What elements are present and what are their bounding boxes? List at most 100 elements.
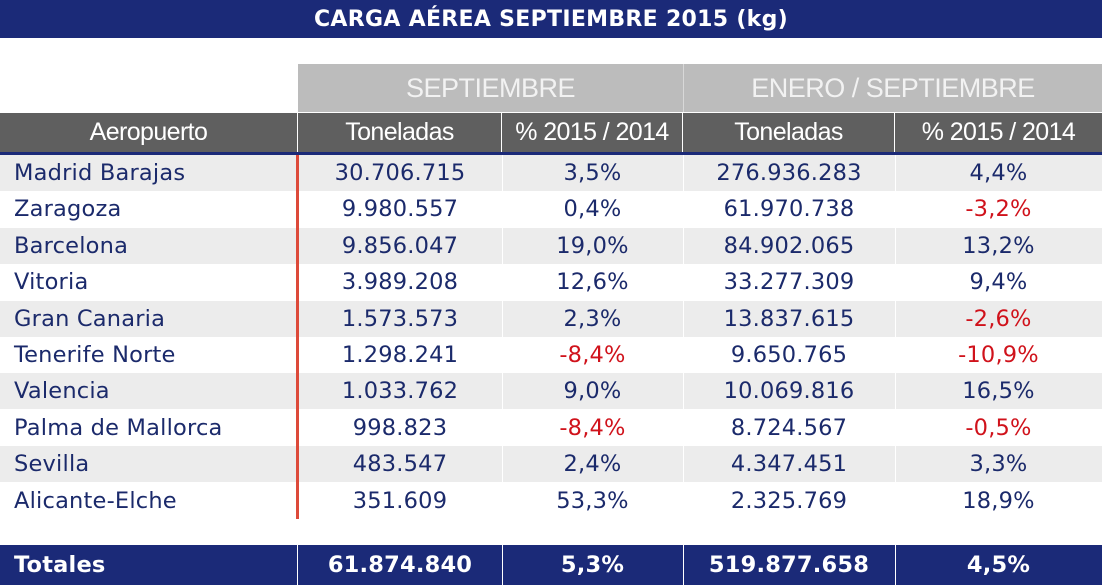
col-header-ytd-tons: Toneladas xyxy=(683,113,894,152)
cell-ytd-pct: 3,3% xyxy=(969,451,1028,478)
cell-ytd-pct: 18,9% xyxy=(962,487,1035,514)
cell-sep-pct: -8,4% xyxy=(559,414,626,441)
cell-sep-pct: 2,3% xyxy=(563,305,622,332)
cell-divider xyxy=(502,264,503,301)
table-row: Tenerife Norte 1.298.241 -8,4% 9.650.765 -10… xyxy=(0,337,1102,373)
cell-ytd-pct: -10,9% xyxy=(958,342,1039,368)
cell-divider xyxy=(683,409,684,446)
cell-ytd-pct: 4,4% xyxy=(969,160,1028,186)
totals-label: Totales xyxy=(14,552,106,578)
cell-ytd-tons: 276.936.283 xyxy=(716,160,862,186)
totals-ytd-pct: 4,5% xyxy=(966,552,1031,578)
cell-airport: Zaragoza xyxy=(14,196,122,223)
table-row: Palma de Mallorca 998.823 -8,4% 8.724.567 -0… xyxy=(0,409,1102,446)
cell-sep-tons: 1.298.241 xyxy=(341,342,459,368)
table-row: Vitoria 3.989.208 12,6% 33.277.309 9,4% xyxy=(0,264,1102,301)
cell-divider xyxy=(895,482,896,519)
cell-ytd-tons: 33.277.309 xyxy=(723,269,855,296)
cell-airport: Tenerife Norte xyxy=(14,342,176,368)
cell-divider xyxy=(683,191,684,228)
cell-divider xyxy=(502,227,503,264)
cell-ytd-pct: 13,2% xyxy=(962,232,1035,259)
cell-sep-pct: 53,3% xyxy=(556,487,629,514)
cell-divider xyxy=(502,155,503,191)
col-header-ytd-pct: % 2015 / 2014 xyxy=(895,113,1102,152)
col-header-month-pct: % 2015 / 2014 xyxy=(502,113,682,152)
cell-ytd-tons: 4.347.451 xyxy=(730,451,848,478)
table-row: Zaragoza 9.980.557 0,4% 61.970.738 -3,2% xyxy=(0,191,1102,228)
column-divider xyxy=(296,155,299,519)
cell-ytd-tons: 13.837.615 xyxy=(723,305,855,332)
table-title: CARGA AÉREA SEPTIEMBRE 2015 (kg) xyxy=(0,0,1102,38)
table-row: Madrid Barajas 30.706.715 3,5% 276.936.283 4… xyxy=(0,155,1102,191)
group-divider xyxy=(683,64,684,112)
cell-airport: Palma de Mallorca xyxy=(14,414,223,441)
cell-divider xyxy=(683,227,684,264)
cell-ytd-tons: 8.724.567 xyxy=(730,414,848,441)
cell-divider xyxy=(683,155,684,191)
group-header-ytd: ENERO / SEPTIEMBRE xyxy=(684,64,1102,112)
totals-month-tons: 61.874.840 xyxy=(327,552,473,578)
cell-sep-pct: 12,6% xyxy=(556,269,629,296)
col-header-month-tons: Toneladas xyxy=(298,113,501,152)
cell-sep-tons: 3.989.208 xyxy=(341,269,459,296)
cell-divider xyxy=(683,300,684,337)
cell-ytd-pct: -2,6% xyxy=(965,305,1032,332)
cell-airport: Sevilla xyxy=(14,451,90,478)
table-row: Sevilla 483.547 2,4% 4.347.451 3,3% xyxy=(0,446,1102,483)
cell-divider xyxy=(895,264,896,301)
cell-ytd-tons: 10.069.816 xyxy=(723,378,855,405)
cell-ytd-tons: 9.650.765 xyxy=(730,342,848,368)
cell-ytd-pct: -3,2% xyxy=(965,196,1032,223)
cell-airport: Madrid Barajas xyxy=(14,160,186,186)
cell-sep-pct: 3,5% xyxy=(563,160,622,186)
cell-airport: Gran Canaria xyxy=(14,305,166,332)
cell-divider xyxy=(502,191,503,228)
cell-divider xyxy=(895,409,896,446)
cell-divider xyxy=(502,446,503,483)
totals-divider xyxy=(502,545,503,585)
totals-ytd-tons: 519.877.658 xyxy=(708,552,870,578)
cell-divider xyxy=(502,409,503,446)
table-row: Barcelona 9.856.047 19,0% 84.902.065 13,2% xyxy=(0,227,1102,264)
cell-divider xyxy=(895,300,896,337)
cell-airport: Alicante-Elche xyxy=(14,487,177,514)
cell-divider xyxy=(683,446,684,483)
cell-ytd-pct: -0,5% xyxy=(965,414,1032,441)
cell-divider xyxy=(895,373,896,410)
cell-divider xyxy=(895,155,896,191)
totals-divider xyxy=(297,545,298,585)
cell-airport: Valencia xyxy=(14,378,110,405)
cell-sep-pct: 9,0% xyxy=(563,378,622,405)
cell-sep-pct: -8,4% xyxy=(559,342,626,368)
cell-sep-tons: 1.573.573 xyxy=(341,305,459,332)
cell-ytd-tons: 61.970.738 xyxy=(723,196,855,223)
cell-sep-tons: 351.609 xyxy=(352,487,448,514)
cell-divider xyxy=(683,373,684,410)
cell-divider xyxy=(502,300,503,337)
cell-sep-tons: 1.033.762 xyxy=(341,378,459,405)
cell-divider xyxy=(683,482,684,519)
cell-sep-tons: 9.980.557 xyxy=(341,196,459,223)
cell-divider xyxy=(502,337,503,373)
cell-divider xyxy=(895,191,896,228)
totals-month-pct: 5,3% xyxy=(560,552,625,578)
col-header-airport: Aeropuerto xyxy=(0,113,297,152)
cell-ytd-pct: 9,4% xyxy=(969,269,1028,296)
cell-sep-tons: 998.823 xyxy=(352,414,448,441)
cell-divider xyxy=(502,373,503,410)
header-underline xyxy=(0,152,1102,155)
cell-sep-pct: 0,4% xyxy=(563,196,622,223)
cell-airport: Vitoria xyxy=(14,269,89,296)
cell-sep-tons: 9.856.047 xyxy=(341,232,459,259)
cell-divider xyxy=(895,337,896,373)
group-header-month: SEPTIEMBRE xyxy=(298,64,683,112)
cell-airport: Barcelona xyxy=(14,232,129,259)
cell-ytd-tons: 84.902.065 xyxy=(723,232,855,259)
cell-divider xyxy=(683,264,684,301)
totals-divider xyxy=(683,545,684,585)
totals-divider xyxy=(895,545,896,585)
cell-sep-tons: 30.706.715 xyxy=(334,160,466,186)
cell-divider xyxy=(683,337,684,373)
totals-row: Totales 61.874.840 5,3% 519.877.658 4,5% xyxy=(0,545,1102,585)
